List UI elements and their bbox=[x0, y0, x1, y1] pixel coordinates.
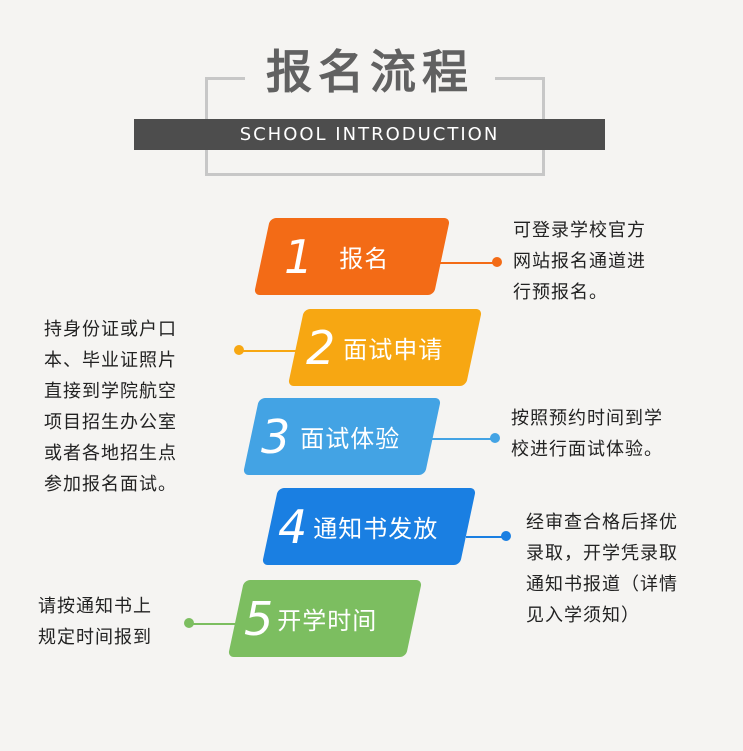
step-2-dot bbox=[234, 345, 244, 355]
step-3-label: 面试体验 bbox=[300, 425, 401, 453]
step-5-dot bbox=[184, 618, 194, 628]
step-2-note: 持身份证或户口 本、毕业证照片 直接到学院航空 项目招生办公室 或者各地招生点 … bbox=[44, 319, 177, 495]
step-1-dot bbox=[492, 257, 502, 267]
step-2-connector bbox=[240, 350, 298, 352]
step-4-note: 经审查合格后择优 录取，开学凭录取 通知书报道（详情 见入学须知） bbox=[526, 512, 678, 626]
step-2-box: 2 面试申请 bbox=[287, 309, 483, 386]
step-5-label: 开学时间 bbox=[277, 607, 378, 635]
step-3-box: 3 面试体验 bbox=[242, 398, 442, 475]
step-5-box: 5 开学时间 bbox=[227, 580, 423, 657]
step-4-connector bbox=[466, 536, 506, 538]
subtitle-band: SCHOOL INTRODUCTION bbox=[134, 119, 605, 150]
step-1-note: 可登录学校官方 网站报名通道进 行预报名。 bbox=[513, 220, 646, 303]
title-mask bbox=[245, 52, 495, 102]
step-3-number: 3 bbox=[261, 409, 291, 464]
step-2-number: 2 bbox=[306, 320, 336, 375]
page-title: 报名流程 bbox=[266, 45, 474, 99]
step-1-connector bbox=[440, 262, 497, 264]
step-5-connector bbox=[190, 623, 238, 625]
step-5-note: 请按通知书上 规定时间报到 bbox=[38, 596, 152, 648]
step-4-box: 4 通知书发放 bbox=[261, 488, 477, 565]
step-4-number: 4 bbox=[278, 499, 308, 554]
step-4-label: 通知书发放 bbox=[313, 515, 439, 543]
step-2-label: 面试申请 bbox=[343, 336, 444, 364]
step-3-connector bbox=[431, 438, 495, 440]
step-5-number: 5 bbox=[244, 591, 274, 646]
step-1-label: 报名 bbox=[339, 245, 390, 273]
step-3-dot bbox=[490, 433, 500, 443]
step-4-dot bbox=[501, 531, 511, 541]
step-1-box: 1 报名 bbox=[253, 218, 451, 295]
step-3-note: 按照预约时间到学 校进行面试体验。 bbox=[511, 408, 663, 460]
step-1-number: 1 bbox=[284, 229, 314, 284]
